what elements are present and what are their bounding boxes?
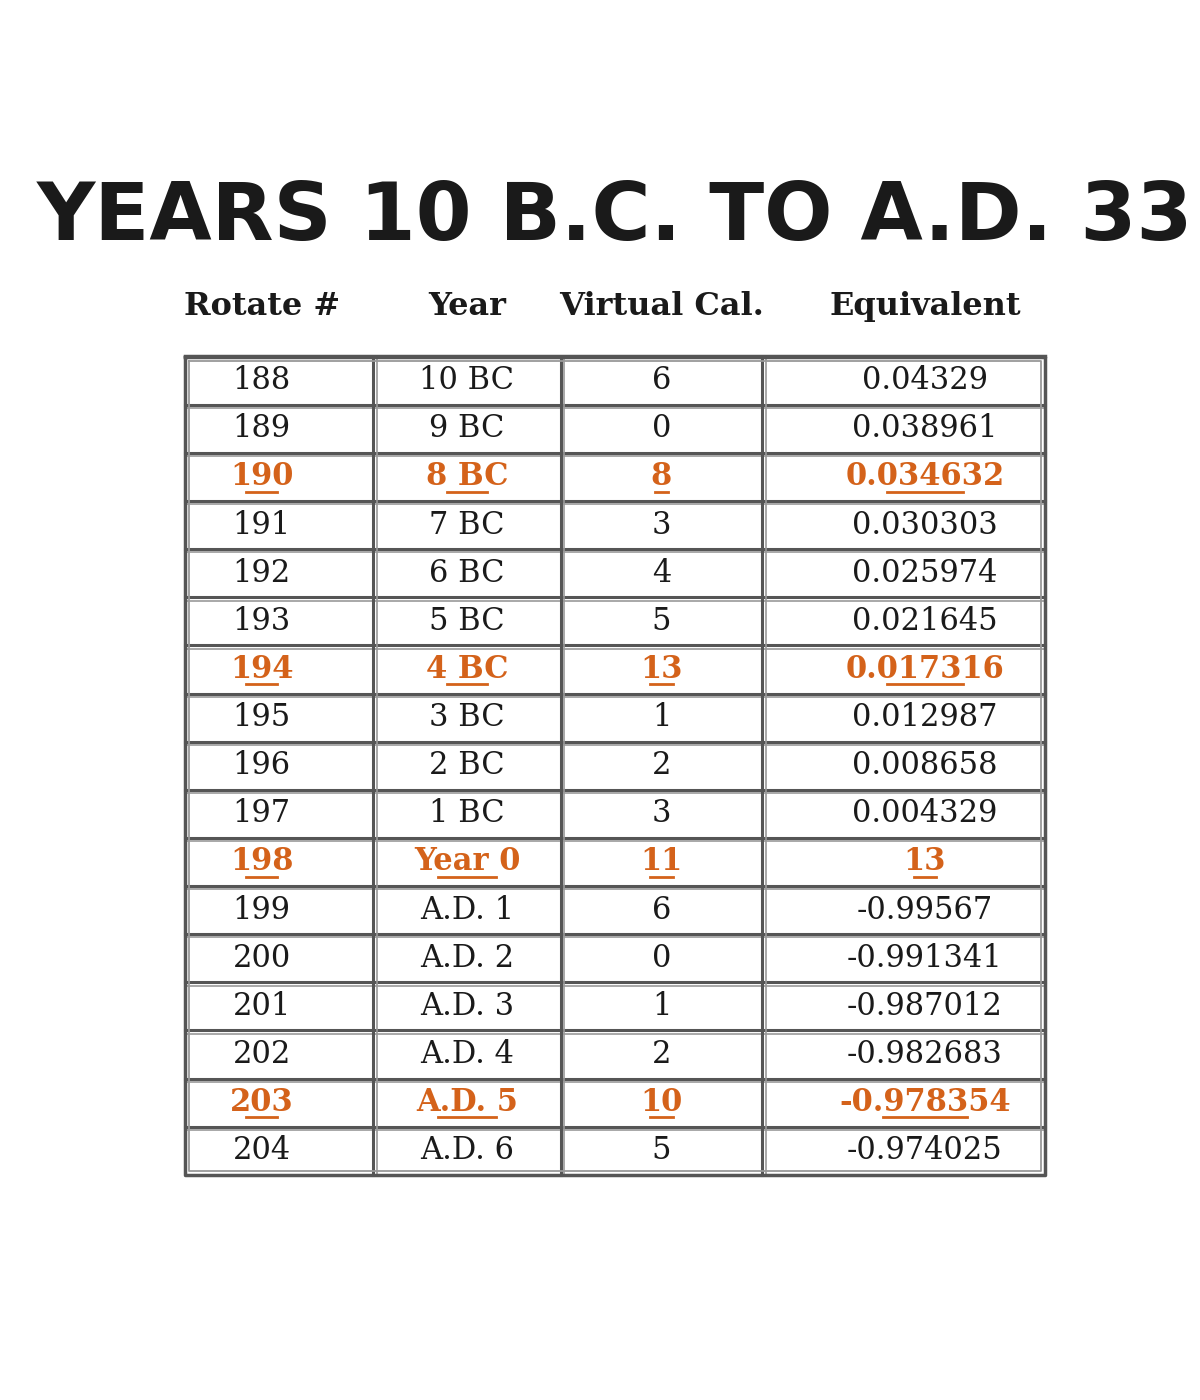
- Text: 200: 200: [233, 942, 290, 974]
- Text: A.D. 2: A.D. 2: [420, 942, 514, 974]
- Text: 7 BC: 7 BC: [430, 510, 505, 540]
- Text: 1 BC: 1 BC: [430, 798, 505, 829]
- Text: 8 BC: 8 BC: [426, 462, 509, 493]
- Text: 0.012987: 0.012987: [852, 701, 997, 734]
- Text: 4 BC: 4 BC: [426, 654, 509, 685]
- Text: 13: 13: [904, 847, 947, 878]
- Text: 0.021645: 0.021645: [852, 606, 998, 637]
- Text: A.D. 1: A.D. 1: [420, 895, 514, 925]
- Text: 203: 203: [229, 1086, 294, 1119]
- Text: 190: 190: [230, 462, 293, 493]
- Text: 198: 198: [230, 847, 293, 878]
- Text: 5 BC: 5 BC: [430, 606, 505, 637]
- Text: -0.978354: -0.978354: [839, 1086, 1010, 1119]
- Text: 197: 197: [233, 798, 290, 829]
- Text: -0.974025: -0.974025: [847, 1135, 1003, 1166]
- Text: Year 0: Year 0: [414, 847, 520, 878]
- Text: 0.034632: 0.034632: [845, 462, 1004, 493]
- Text: Virtual Cal.: Virtual Cal.: [559, 291, 764, 322]
- Text: 188: 188: [233, 365, 290, 396]
- Text: 13: 13: [641, 654, 683, 685]
- Text: 6: 6: [652, 365, 671, 396]
- Text: -0.982683: -0.982683: [847, 1039, 1003, 1070]
- Text: 0.004329: 0.004329: [852, 798, 997, 829]
- Text: -0.991341: -0.991341: [847, 942, 1003, 974]
- Text: 196: 196: [233, 750, 290, 781]
- Text: 0.017316: 0.017316: [846, 654, 1004, 685]
- Text: A.D. 4: A.D. 4: [420, 1039, 514, 1070]
- Text: 3 BC: 3 BC: [430, 701, 505, 734]
- Text: 194: 194: [230, 654, 293, 685]
- Text: 0.025974: 0.025974: [852, 557, 997, 589]
- Text: 0: 0: [652, 942, 671, 974]
- Text: 2 BC: 2 BC: [430, 750, 505, 781]
- Text: 3: 3: [652, 798, 671, 829]
- Text: 6 BC: 6 BC: [430, 557, 505, 589]
- Text: 202: 202: [233, 1039, 290, 1070]
- Text: 3: 3: [652, 510, 671, 540]
- Text: 195: 195: [233, 701, 290, 734]
- Text: 6: 6: [652, 895, 671, 925]
- Text: 2: 2: [652, 1039, 671, 1070]
- Text: 189: 189: [233, 413, 290, 444]
- Text: 10 BC: 10 BC: [420, 365, 515, 396]
- Text: 5: 5: [652, 1135, 671, 1166]
- Text: 193: 193: [233, 606, 290, 637]
- Text: 201: 201: [233, 991, 290, 1022]
- Text: 4: 4: [652, 557, 671, 589]
- Text: 11: 11: [641, 847, 683, 878]
- Text: 0.008658: 0.008658: [852, 750, 997, 781]
- Text: 10: 10: [641, 1086, 683, 1119]
- Text: 2: 2: [652, 750, 671, 781]
- Text: Rotate #: Rotate #: [184, 291, 340, 322]
- Text: 191: 191: [233, 510, 290, 540]
- Text: YEARS 10 B.C. TO A.D. 33: YEARS 10 B.C. TO A.D. 33: [37, 179, 1193, 258]
- Text: 0: 0: [652, 413, 671, 444]
- Text: 0.04329: 0.04329: [862, 365, 988, 396]
- Text: 9 BC: 9 BC: [430, 413, 505, 444]
- Text: A.D. 5: A.D. 5: [416, 1086, 518, 1119]
- Text: 5: 5: [652, 606, 671, 637]
- Text: A.D. 3: A.D. 3: [420, 991, 514, 1022]
- Text: 1: 1: [652, 701, 671, 734]
- Text: 199: 199: [233, 895, 290, 925]
- Text: 204: 204: [233, 1135, 290, 1166]
- Text: 8: 8: [650, 462, 672, 493]
- Text: -0.987012: -0.987012: [847, 991, 1003, 1022]
- Text: 0.038961: 0.038961: [852, 413, 997, 444]
- Text: 1: 1: [652, 991, 671, 1022]
- Text: Equivalent: Equivalent: [829, 291, 1021, 322]
- Text: A.D. 6: A.D. 6: [420, 1135, 514, 1166]
- Text: 0.030303: 0.030303: [852, 510, 998, 540]
- Text: -0.99567: -0.99567: [857, 895, 994, 925]
- Text: Year: Year: [428, 291, 506, 322]
- Text: 192: 192: [233, 557, 290, 589]
